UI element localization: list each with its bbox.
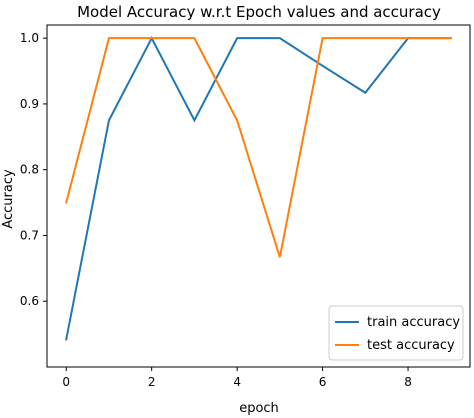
axes: 0 2 4 6 8 0.6 0.7 0.8 0.9 1.0 (20, 24, 471, 389)
y-tick-label: 0.9 (20, 97, 39, 111)
series-line-test-accuracy (65, 37, 452, 258)
x-tick-label: 2 (148, 375, 156, 389)
chart-title: Model Accuracy w.r.t Epoch values and ac… (77, 3, 441, 21)
y-tick-label: 0.8 (20, 163, 39, 177)
y-tick-label: 0.7 (20, 228, 39, 242)
x-tick-label: 4 (233, 375, 241, 389)
y-tick-label: 1.0 (20, 31, 39, 45)
y-tick-label: 0.6 (20, 294, 39, 308)
series-line-train-accuracy (65, 35, 452, 341)
x-tick-label: 0 (62, 375, 70, 389)
y-axis-label: Accuracy (1, 169, 16, 229)
legend-label: test accuracy (367, 338, 455, 353)
legend-label: train accuracy (367, 315, 460, 330)
legend-box (328, 305, 464, 361)
plot-frame (46, 24, 471, 368)
plot-area (65, 35, 452, 341)
legend: train accuracy test accuracy (328, 305, 464, 361)
x-axis-label: epoch (239, 401, 279, 416)
x-tick-label: 8 (404, 375, 412, 389)
x-tick-label: 6 (319, 375, 327, 389)
